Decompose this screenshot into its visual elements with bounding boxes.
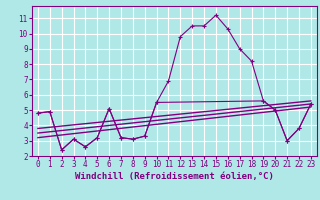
X-axis label: Windchill (Refroidissement éolien,°C): Windchill (Refroidissement éolien,°C) [75, 172, 274, 181]
